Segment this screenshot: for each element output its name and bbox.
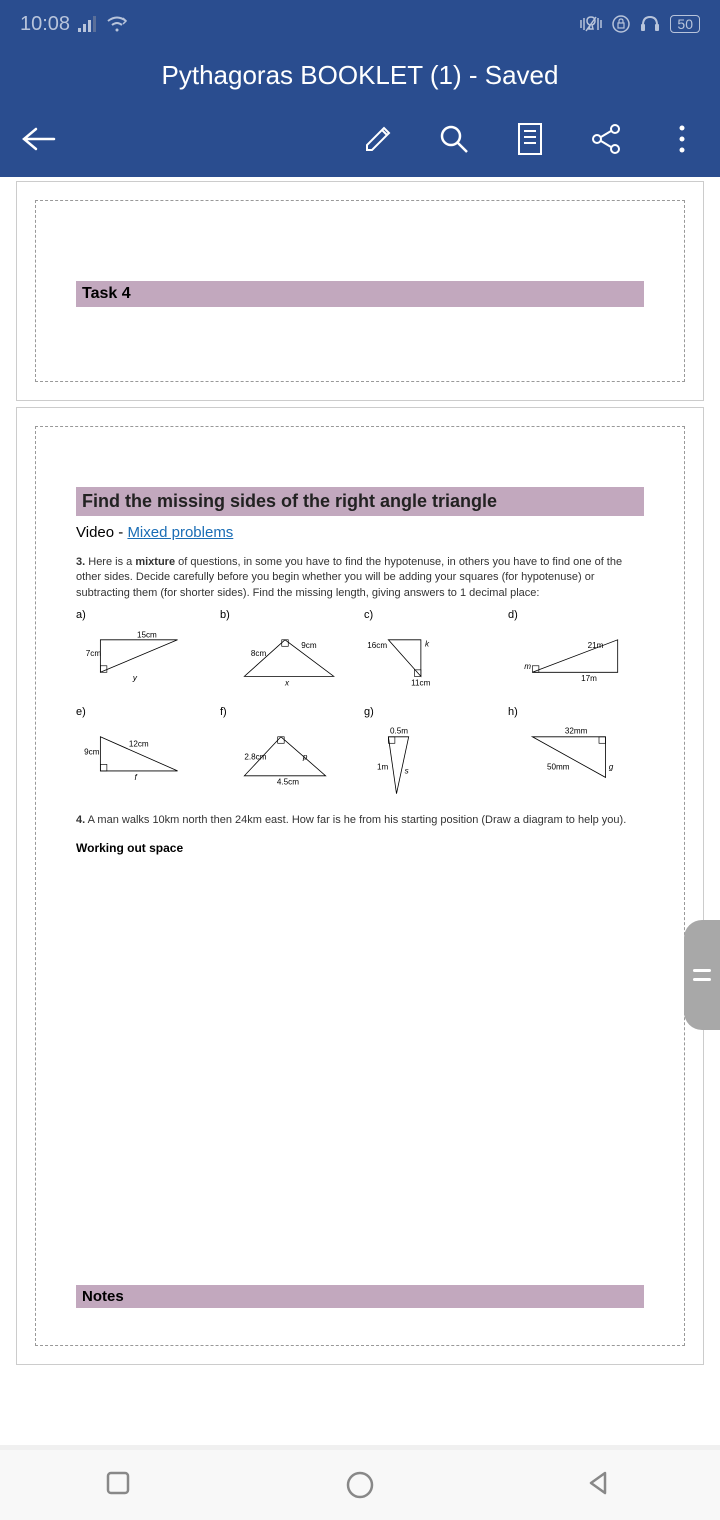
svg-text:7cm: 7cm (86, 649, 102, 658)
svg-text:15cm: 15cm (137, 631, 157, 640)
triangle-figure: a)7cm15cmy (76, 609, 212, 698)
svg-text:21m: 21m (588, 641, 604, 650)
home-button[interactable] (345, 1470, 375, 1500)
triangle-figure: c)16cm11cmk (364, 609, 500, 698)
svg-text:4.5cm: 4.5cm (277, 778, 299, 787)
status-time: 10:08 (20, 13, 70, 36)
question-4-text: 4. A man walks 10km north then 24km east… (76, 813, 644, 828)
more-button[interactable] (664, 121, 700, 157)
svg-text:k: k (425, 639, 430, 648)
svg-text:8cm: 8cm (251, 649, 267, 658)
back-button[interactable] (20, 121, 56, 157)
svg-text:16cm: 16cm (367, 641, 387, 650)
triangle-figure: h)32mm50mmg (508, 706, 644, 795)
svg-text:50mm: 50mm (547, 762, 570, 771)
video-line: Video - Mixed problems (76, 516, 644, 549)
triangle-figure: d)21m17mm (508, 609, 644, 698)
svg-text:g: g (609, 762, 614, 771)
back-nav-button[interactable] (585, 1470, 615, 1500)
svg-text:32mm: 32mm (565, 727, 588, 736)
triangle-figure: e)9cm12cmf (76, 706, 212, 795)
svg-text:1m: 1m (377, 762, 389, 771)
signal-icon (78, 16, 98, 32)
svg-text:9cm: 9cm (301, 641, 317, 650)
triangle-figure: b)8cm9cmx (220, 609, 356, 698)
status-bar: 10:08 50 (0, 0, 720, 48)
triangle-figure: g)0.5m1ms (364, 706, 500, 795)
search-button[interactable] (436, 121, 472, 157)
svg-text:17m: 17m (581, 674, 597, 683)
svg-text:0.5m: 0.5m (390, 727, 408, 736)
notes-header: Notes (76, 1285, 644, 1308)
svg-text:y: y (132, 674, 138, 683)
system-nav-bar (0, 1450, 720, 1520)
reading-view-button[interactable] (512, 121, 548, 157)
share-button[interactable] (588, 121, 624, 157)
wifi-icon (106, 16, 128, 32)
svg-text:11cm: 11cm (411, 678, 430, 687)
toolbar (0, 109, 720, 177)
svg-text:12cm: 12cm (129, 740, 149, 749)
triangle-figure: f)2.8cm4.5cmp (220, 706, 356, 795)
svg-text:s: s (405, 767, 409, 776)
video-link[interactable]: Mixed problems (127, 524, 233, 541)
svg-text:f: f (135, 773, 138, 782)
svg-text:p: p (302, 753, 308, 762)
headphones-icon (640, 15, 660, 33)
document-title: Pythagoras BOOKLET (1) - Saved (0, 48, 720, 109)
working-out-label: Working out space (76, 841, 644, 855)
svg-text:x: x (284, 678, 290, 687)
svg-text:m: m (524, 662, 531, 671)
document-page: Task 4 (16, 181, 704, 401)
svg-text:2.8cm: 2.8cm (244, 753, 266, 762)
vibrate-icon (580, 15, 602, 33)
recent-apps-button[interactable] (105, 1470, 135, 1500)
task-header: Task 4 (76, 281, 644, 307)
edit-button[interactable] (360, 121, 396, 157)
document-viewport[interactable]: Task 4 Find the missing sides of the rig… (0, 177, 720, 1445)
svg-text:9cm: 9cm (84, 748, 100, 757)
scroll-handle[interactable] (684, 920, 720, 1030)
battery-badge: 50 (670, 15, 700, 33)
lock-icon (612, 15, 630, 33)
app-header: Pythagoras BOOKLET (1) - Saved (0, 48, 720, 177)
section-header: Find the missing sides of the right angl… (76, 487, 644, 516)
document-page: Find the missing sides of the right angl… (16, 407, 704, 1365)
triangles-grid: a)7cm15cmyb)8cm9cmxc)16cm11cmkd)21m17mme… (76, 609, 644, 795)
question-3-text: 3. Here is a mixture of questions, in so… (76, 555, 644, 601)
